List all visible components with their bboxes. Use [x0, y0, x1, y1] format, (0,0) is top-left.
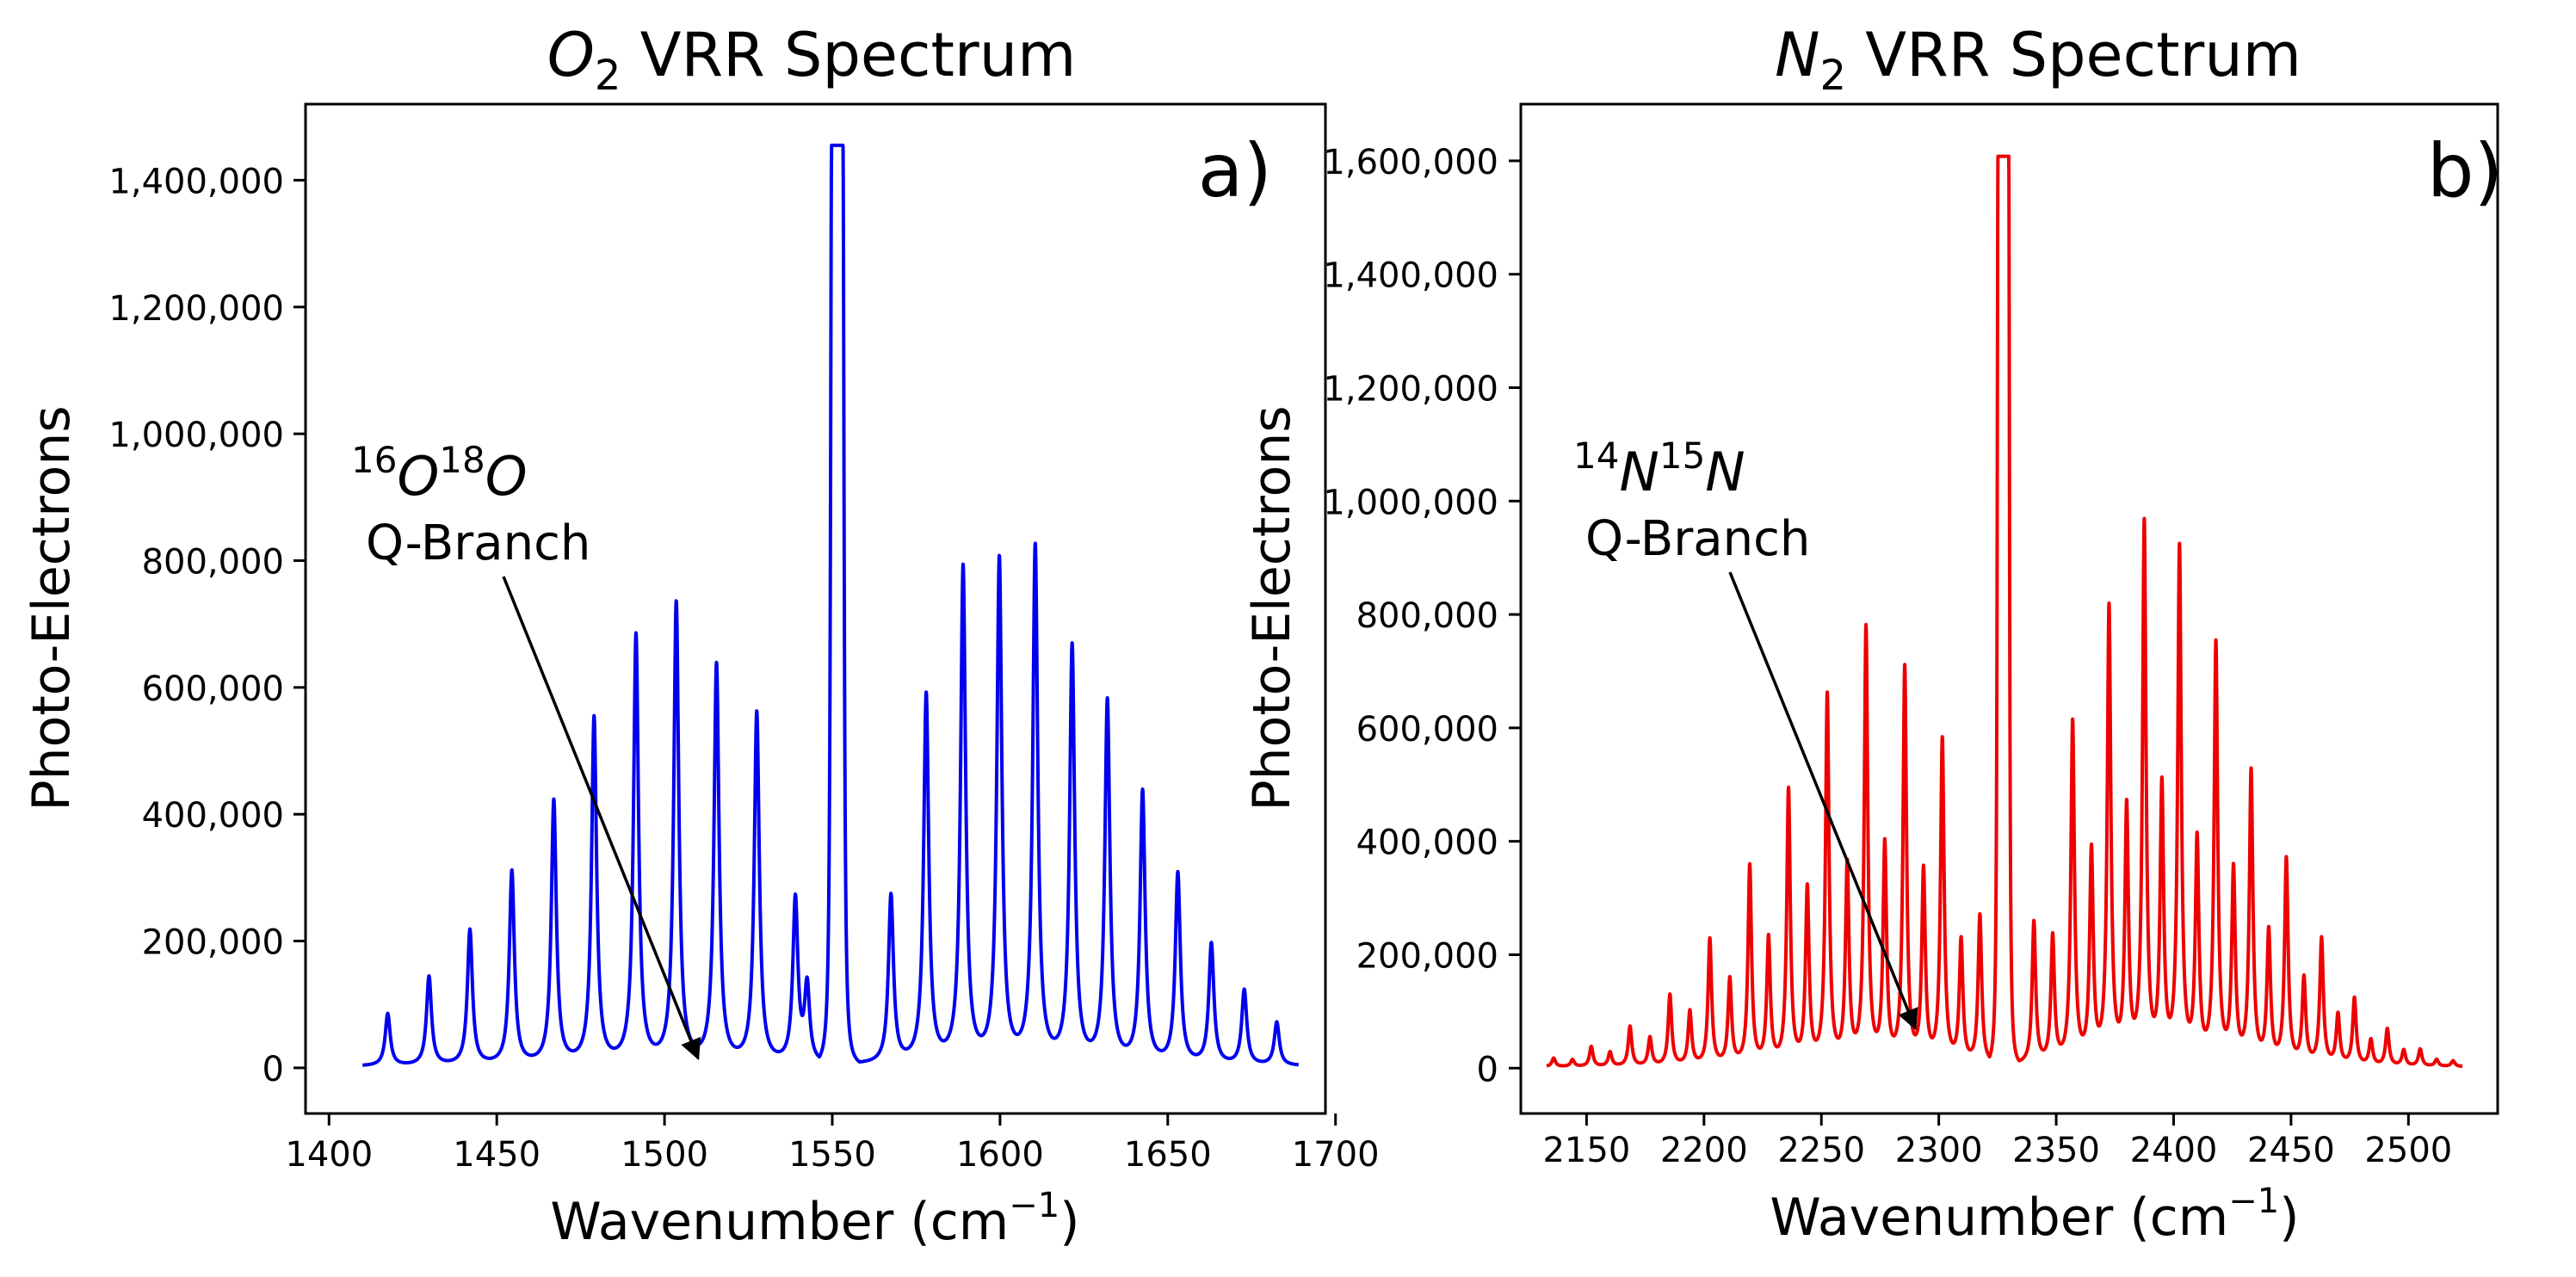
y-axis-label-b: Photo-Electrons	[1242, 405, 1302, 811]
x-tick-label-b-1: 2200	[1660, 1131, 1748, 1170]
y-tick-label-b-4: 800,000	[1356, 596, 1498, 636]
y-axis-b: 0 200,000 400,000 600,000 800,000 1,000,000 1,…	[1323, 143, 1521, 1089]
y-tick-label-a-5: 1,000,000	[108, 416, 284, 455]
annotation-isotope-a: 16O18O	[351, 439, 528, 508]
x-tick-label-b-2: 2250	[1777, 1131, 1865, 1170]
annotation-q-branch-b: Q-Branch	[1585, 511, 1810, 567]
x-tick-label-a-5: 1650	[1124, 1135, 1212, 1175]
x-tick-label-b-0: 2150	[1542, 1131, 1630, 1170]
x-tick-label-a-6: 1700	[1292, 1135, 1380, 1175]
panel-label-b: b)	[2427, 128, 2503, 214]
plot-area-a	[361, 143, 1300, 1067]
x-tick-label-a-4: 1600	[956, 1135, 1044, 1175]
plot-area-b	[1545, 154, 2464, 1069]
x-tick-label-b-4: 2350	[2012, 1131, 2100, 1170]
x-tick-label-b-3: 2300	[1895, 1131, 1983, 1170]
x-tick-label-a-1: 1450	[453, 1135, 541, 1175]
axes-frame-b	[1519, 102, 2499, 1115]
series-line-b	[1545, 154, 2464, 1069]
y-axis-a: 0 200,000 400,000 600,000 800,000 1,000,000 1,…	[108, 162, 306, 1089]
x-axis-label-b: Wavenumber (cm−1)	[1770, 1181, 2299, 1248]
x-tick-label-b-5: 2400	[2130, 1131, 2218, 1170]
y-tick-label-b-5: 1,000,000	[1323, 483, 1498, 522]
annotation-q-branch-a: Q-Branch	[366, 515, 590, 571]
y-tick-label-b-0: 0	[1477, 1050, 1498, 1089]
x-tick-label-b-7: 2500	[2364, 1131, 2452, 1170]
y-tick-label-b-2: 400,000	[1356, 824, 1498, 863]
y-tick-label-a-0: 0	[263, 1050, 284, 1089]
x-tick-label-a-2: 1500	[621, 1135, 708, 1175]
x-tick-label-b-6: 2450	[2247, 1131, 2335, 1170]
y-tick-label-b-8: 1,600,000	[1323, 143, 1498, 182]
y-tick-label-a-6: 1,200,000	[108, 289, 284, 329]
series-line-a	[361, 143, 1300, 1067]
y-tick-label-a-4: 800,000	[142, 543, 284, 583]
y-tick-label-b-7: 1,400,000	[1323, 256, 1498, 296]
x-axis-b: 2150 2200 2250 2300 2350 2400 2450 2500	[1542, 1114, 2452, 1170]
annotation-arrow-b	[1728, 571, 1918, 1031]
x-axis-label-a: Wavenumber (cm−1)	[550, 1186, 1079, 1252]
x-axis-a: 1400 1450 1500 1550 1600 1650 1700	[285, 1114, 1380, 1175]
panel-b: N2 VRR Spectrum b) 0 200,000 400,000 600,00…	[1242, 20, 2503, 1248]
panel-a: O2 VRR Spectrum a) 0 200,000 400,000 600,00…	[22, 20, 1380, 1252]
y-axis-label-a: Photo-Electrons	[22, 405, 82, 811]
annotation-arrow-a	[502, 576, 701, 1061]
y-tick-label-b-6: 1,200,000	[1323, 369, 1498, 409]
axes-frame-a	[304, 102, 1327, 1115]
annotation-isotope-b: 14N15N	[1573, 435, 1745, 503]
panel-label-a: a)	[1198, 128, 1272, 214]
y-tick-label-b-3: 600,000	[1356, 710, 1498, 750]
y-tick-label-b-1: 200,000	[1356, 936, 1498, 976]
y-tick-label-a-1: 200,000	[142, 923, 284, 963]
x-tick-label-a-3: 1550	[788, 1135, 876, 1175]
y-tick-label-a-7: 1,400,000	[108, 162, 284, 201]
x-tick-label-a-0: 1400	[285, 1135, 373, 1175]
chart-title-b: N2 VRR Spectrum	[1775, 20, 2301, 100]
y-tick-label-a-2: 400,000	[142, 796, 284, 836]
y-tick-label-a-3: 600,000	[142, 669, 284, 709]
chart-title-a: O2 VRR Spectrum	[547, 20, 1077, 100]
